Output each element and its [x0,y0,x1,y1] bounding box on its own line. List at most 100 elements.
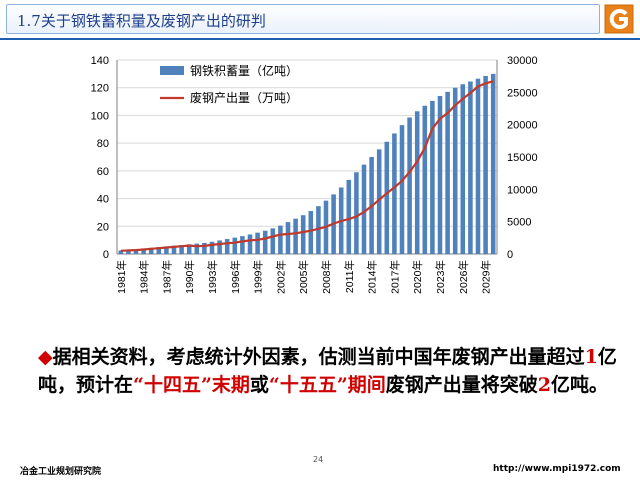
note-highlight: 2 [537,374,551,396]
bar-steel-stock [186,244,192,254]
bar-steel-stock [156,247,162,254]
footer-url: http://www.mpi1972.com [493,464,621,474]
y-right-tick-label: 30000 [507,55,538,67]
x-tick-label: 1984年 [138,260,151,294]
footer-organization: 冶金工业规划研究院 [20,467,102,477]
bar-steel-stock [430,100,435,254]
bar-steel-stock [422,105,428,254]
title-bar: 1.7关于钢铁蓄积量及废钢产出的研判 [6,4,600,34]
x-tick-label: 1996年 [229,260,242,294]
bar-steel-stock [392,133,397,254]
y-right-tick-label: 5000 [507,217,531,229]
x-tick-label: 2029年 [480,260,493,294]
legend-label-line: 废钢产出量（万吨） [190,90,298,105]
slide-title: 1.7关于钢铁蓄积量及废钢产出的研判 [17,12,266,30]
bar-steel-stock [270,228,276,254]
x-tick-label: 2017年 [388,260,401,294]
x-tick-label: 1993年 [206,260,219,294]
bar-steel-stock [232,237,238,254]
x-tick-label: 1987年 [160,260,173,294]
bar-steel-stock [437,96,443,255]
bar-steel-stock [118,250,124,254]
y-left-tick-label: 120 [91,83,109,95]
bar-steel-stock [483,75,488,254]
y-right-tick-label: 0 [507,249,513,261]
y-left-tick-label: 100 [91,110,109,122]
bar-steel-stock [262,230,268,254]
x-tick-label: 1990年 [183,260,196,294]
y-right-tick-label: 20000 [507,120,538,132]
bar-steel-stock [133,249,139,254]
note-text: ◆据相关资料，考虑统计外因素，估测当前中国年废钢产出量超过1亿吨，预计在“十四五… [38,343,623,399]
bar-steel-stock [414,111,420,255]
bar-steel-stock [354,172,359,254]
bar-steel-stock [164,246,169,254]
bar-steel-stock [490,73,496,254]
y-left-tick-label: 20 [97,221,109,233]
bar-steel-stock [308,211,314,254]
bar-steel-stock [361,164,367,254]
bar-steel-stock [460,84,466,254]
bar-steel-stock [202,242,207,254]
note-segment: 废钢产出量将突破 [385,374,538,396]
x-tick-label: 1981年 [115,260,128,294]
y-left-tick-label: 140 [91,55,109,67]
bar-steel-stock [407,117,412,254]
bar-steel-stock [376,149,382,254]
y-left-tick-label: 80 [97,138,109,150]
x-tick-label: 2005年 [297,260,310,294]
bar-steel-stock [293,218,298,254]
note-segment: 亿吨，预计在 [38,346,617,396]
line-scrap-output [120,80,494,252]
bar-steel-stock [148,247,154,254]
bar-steel-stock [399,125,405,254]
note-highlight: “十四五”末期 [133,374,250,396]
note-highlight: 1 [584,346,598,368]
bar-steel-stock [240,236,245,254]
note-bullet: ◆ [38,346,53,368]
title-divider [0,38,640,40]
bar-steel-stock [247,234,253,254]
bar-steel-stock [384,141,390,254]
bar-steel-stock [209,241,215,254]
x-tick-label: 2026年 [457,260,470,294]
bar-steel-stock [141,248,146,254]
note-segment: 据相关资料，考虑统计外因素，估测当前中国年废钢产出量超过 [52,346,585,368]
bar-steel-stock [171,245,177,254]
y-right-tick-label: 25000 [507,87,538,99]
bar-steel-stock [346,179,352,254]
x-tick-label: 2023年 [434,260,447,294]
bar-steel-stock [445,91,450,254]
bar-steel-stock [217,240,222,254]
bar-steel-stock [224,239,230,254]
x-tick-label: 2014年 [366,260,379,294]
company-logo [604,4,634,34]
x-tick-label: 1999年 [252,260,265,294]
bar-steel-stock [255,232,260,254]
bar-steel-stock [475,78,481,254]
bar-steel-stock [316,206,321,254]
y-right-tick-label: 15000 [507,152,538,164]
note-segment: 或 [249,374,269,396]
y-left-tick-label: 0 [103,249,109,261]
bar-steel-stock [278,225,283,254]
y-right-tick-label: 10000 [507,184,538,196]
page-number: 24 [313,455,324,464]
legend-label-bar: 钢铁积蓄量（亿吨） [190,63,298,78]
bar-steel-stock [126,249,131,254]
note-highlight: “十五五”期间 [268,374,386,396]
bar-steel-stock [179,244,184,254]
chart: 0 20 40 60 80 100 120 140 0 5000 10000 15000 20000 25… [91,55,538,294]
bar-steel-stock [194,243,200,254]
legend-swatch-bar [160,66,184,75]
x-tick-label: 2002年 [274,260,287,294]
note-segment: 亿吨。 [551,374,609,396]
bar-steel-stock [300,215,306,254]
y-left-tick-label: 60 [97,166,109,178]
x-tick-label: 2011年 [343,260,356,293]
bar-steel-stock [285,222,291,254]
x-tick-label: 2008年 [320,260,333,294]
bar-steel-stock [468,81,473,254]
bar-steel-stock [452,87,458,254]
x-tick-label: 2020年 [411,260,424,294]
